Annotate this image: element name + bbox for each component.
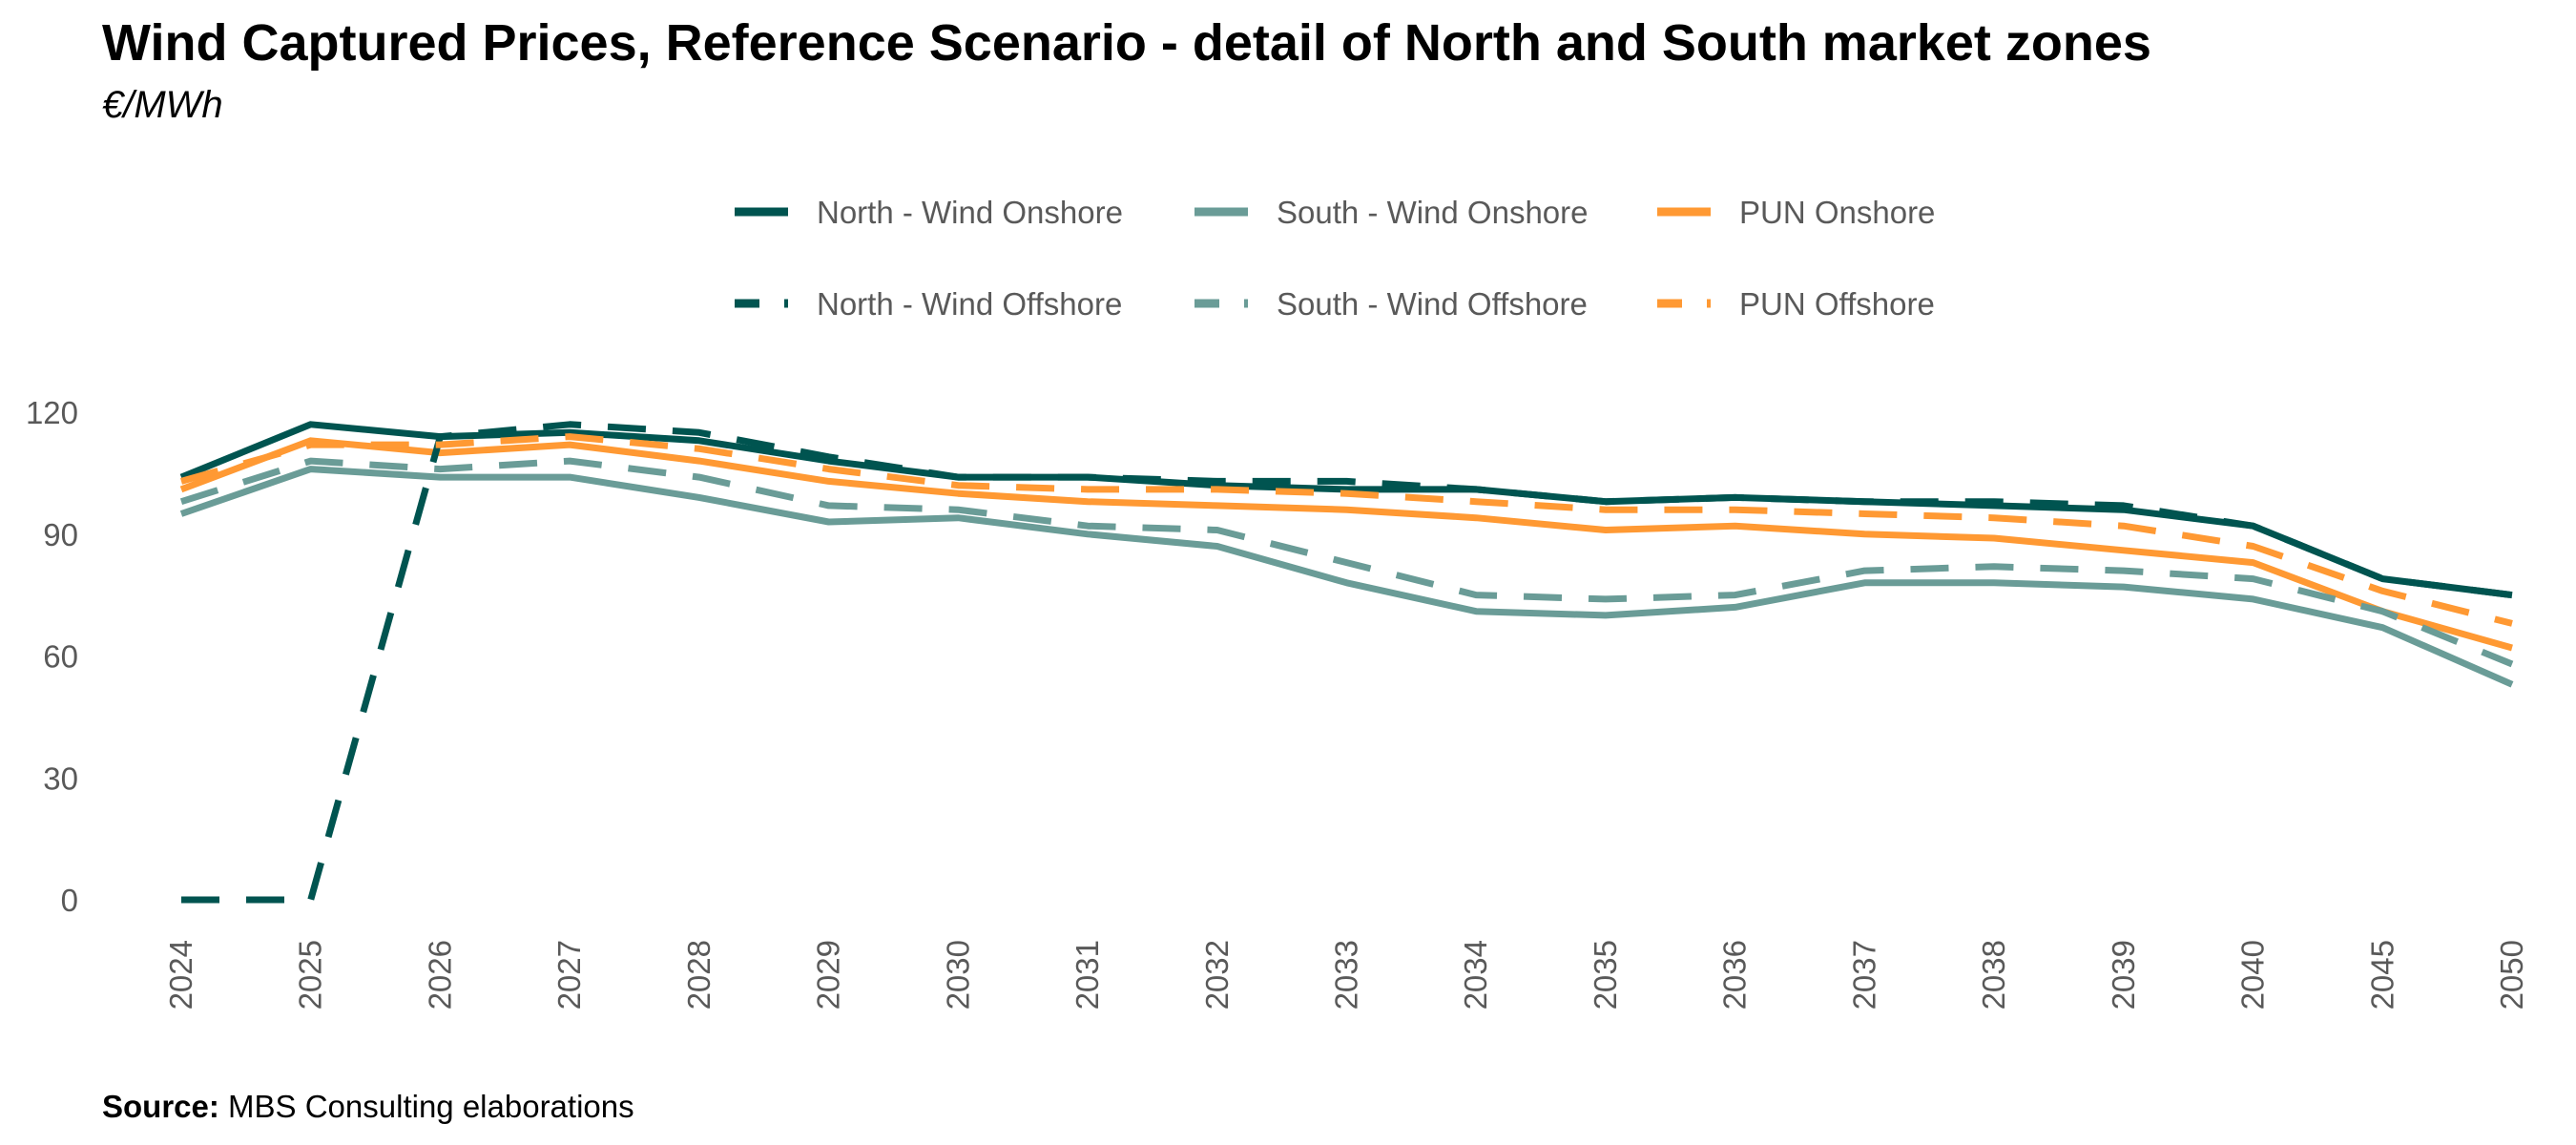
x-tick-label: 2045 [2364,940,2399,1010]
x-tick-label: 2040 [2235,940,2271,1010]
x-tick-label: 2036 [1717,940,1753,1010]
series-line [179,466,2514,688]
y-tick-label: 0 [61,883,78,918]
x-tick-label: 2050 [2494,940,2529,1010]
y-axis: 0 30 60 90 120 [26,395,78,918]
x-tick-label: 2037 [1846,940,1881,1010]
series-pun-onshore [179,437,2513,652]
legend-label: South - Wind Onshore [1277,195,1589,230]
series-line [179,437,2513,652]
y-tick-label: 90 [43,517,78,552]
x-tick-label: 2031 [1070,940,1105,1010]
x-tick-label: 2025 [293,940,328,1010]
x-tick-label: 2028 [681,940,717,1010]
chart-legend: North - Wind Onshore South - Wind Onshore… [735,195,1935,322]
x-tick-label: 2030 [940,940,975,1010]
source-label: Source: [102,1089,219,1124]
x-tick-label: 2033 [1329,940,1364,1010]
legend-label: South - Wind Offshore [1277,286,1588,322]
series-layer [179,421,2514,904]
x-tick-label: 2026 [422,940,457,1010]
series-north-wind-offshore [180,421,2513,904]
legend-item: North - Wind Onshore [735,195,1123,230]
y-tick-label: 120 [26,395,78,430]
legend-item: South - Wind Offshore [1195,286,1588,322]
legend-item: South - Wind Onshore [1195,195,1589,230]
series-south-wind-onshore [179,466,2514,688]
legend-label: PUN Onshore [1739,195,1935,230]
legend-item: North - Wind Offshore [735,286,1122,322]
x-tick-label: 2034 [1458,940,1493,1010]
chart-subtitle: €/MWh [102,84,223,126]
legend-item: PUN Offshore [1657,286,1935,322]
y-tick-label: 60 [43,639,78,675]
legend-item: PUN Onshore [1657,195,1935,230]
x-tick-label: 2038 [1976,940,2011,1010]
series-south-wind-offshore [179,457,2514,668]
x-tick-label: 2024 [163,940,198,1010]
x-tick-label: 2027 [551,940,587,1010]
x-tick-label: 2029 [811,940,846,1010]
legend-label: North - Wind Offshore [817,286,1122,322]
series-pun-offshore [180,433,2513,627]
x-tick-label: 2032 [1199,940,1235,1010]
x-tick-label: 2035 [1588,940,1623,1010]
legend-label: North - Wind Onshore [817,195,1123,230]
source-text: MBS Consulting elaborations [228,1089,634,1124]
chart-title: Wind Captured Prices, Reference Scenario… [102,14,2151,72]
x-tick-label: 2039 [2106,940,2141,1010]
x-axis: 2024 2025 2026 2027 2028 2029 2030 2031 2032 2033… [163,940,2529,1010]
source-note: Source: MBS Consulting elaborations [102,1089,634,1125]
y-tick-label: 30 [43,760,78,796]
legend-label: PUN Offshore [1739,286,1935,322]
